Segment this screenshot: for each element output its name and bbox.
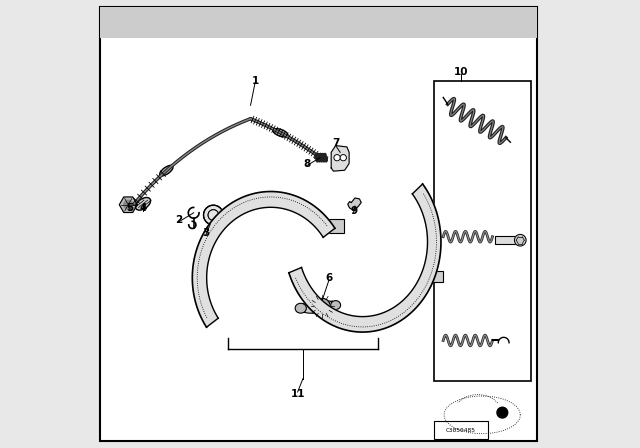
Bar <box>429 271 443 282</box>
Polygon shape <box>289 184 441 332</box>
Text: 10: 10 <box>454 67 468 77</box>
Bar <box>100 7 538 38</box>
Text: 4: 4 <box>140 203 147 213</box>
Text: 9: 9 <box>350 206 357 215</box>
Text: 7: 7 <box>332 138 339 148</box>
Text: 8: 8 <box>303 159 310 168</box>
Ellipse shape <box>136 198 150 210</box>
Text: 3: 3 <box>202 228 209 238</box>
Bar <box>326 220 344 233</box>
Circle shape <box>497 407 508 418</box>
Ellipse shape <box>159 165 173 176</box>
Polygon shape <box>119 197 137 212</box>
Text: 5: 5 <box>126 203 133 213</box>
Polygon shape <box>348 198 361 210</box>
Text: 1: 1 <box>252 76 259 86</box>
Ellipse shape <box>331 301 340 310</box>
Ellipse shape <box>273 129 288 137</box>
Circle shape <box>340 155 346 161</box>
Circle shape <box>515 234 526 246</box>
Text: C3050485: C3050485 <box>446 427 476 433</box>
Bar <box>495 236 520 244</box>
Polygon shape <box>193 192 335 327</box>
Circle shape <box>124 200 132 209</box>
Text: 2: 2 <box>175 215 182 224</box>
Circle shape <box>314 298 330 314</box>
Bar <box>435 81 531 381</box>
Text: 11: 11 <box>291 389 305 399</box>
Text: 6: 6 <box>325 273 333 283</box>
Circle shape <box>334 155 340 161</box>
Polygon shape <box>332 146 349 171</box>
Circle shape <box>204 205 223 225</box>
Ellipse shape <box>295 303 307 313</box>
Ellipse shape <box>299 301 337 313</box>
Bar <box>435 421 488 439</box>
